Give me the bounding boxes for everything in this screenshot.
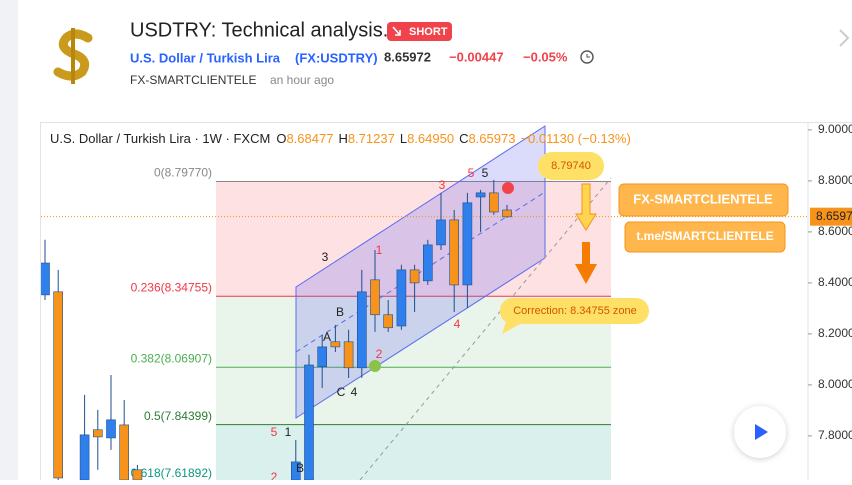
target-text: 8.79740 (551, 160, 591, 172)
candle-body (437, 220, 446, 245)
candle-body (463, 203, 472, 285)
wave-label: 5 (271, 425, 278, 439)
legend-name: U.S. Dollar / Turkish Lira · 1W · FXCM (50, 131, 270, 146)
candle-body (357, 292, 366, 368)
link-button-text: t.me/SMARTCLIENTELE (636, 229, 773, 243)
ohlc-key: H (338, 131, 347, 146)
fib-label: 0.236(8.34755) (131, 280, 212, 294)
candle-body (476, 193, 485, 197)
candle-body (384, 315, 393, 328)
ohlc-key: C (459, 131, 468, 146)
last-price-label: 8.6597 (816, 209, 852, 223)
play-button[interactable] (734, 406, 786, 458)
candle-body (489, 193, 498, 212)
ohlc-value: 8.68477 (286, 131, 333, 146)
candle-body (54, 292, 63, 478)
y-tick-label: 8.0000 (818, 377, 852, 391)
correction-text: Correction: 8.34755 zone (513, 305, 637, 317)
ohlc-key: L (400, 131, 407, 146)
symbol-code[interactable]: (FX:USDTRY) (295, 50, 378, 65)
wave-label: 4 (351, 385, 358, 399)
side-strip (0, 0, 18, 480)
y-tick-label: 8.2000 (818, 326, 852, 340)
candle-body (41, 263, 50, 295)
author[interactable]: FX-SMARTCLIENTELE (130, 73, 256, 87)
fib-label: 0.382(8.06907) (131, 351, 212, 365)
price: 8.65972 (384, 49, 431, 64)
link-button-text: FX-SMARTCLIENTELE (633, 191, 773, 206)
candle-body (423, 245, 432, 281)
pivot-dot (502, 182, 514, 194)
wave-label: 5 (482, 166, 489, 180)
wave-label: B (296, 461, 304, 475)
symbol-icon (40, 22, 110, 90)
candle-body (410, 270, 419, 283)
wave-label: 1 (285, 425, 292, 439)
candle-body (397, 270, 406, 326)
candle-body (120, 425, 129, 480)
candle-body (80, 435, 89, 480)
idea-title: USDTRY: Technical analysis. (130, 19, 388, 41)
candle-body (371, 280, 380, 315)
candle-body (450, 220, 459, 285)
fib-label: 0(8.79770) (154, 166, 212, 180)
change: −0.00447 (449, 49, 504, 64)
change-pct: −0.05% (523, 49, 568, 64)
candle-body (344, 342, 353, 368)
symbol-name[interactable]: U.S. Dollar / Turkish Lira (130, 50, 281, 65)
fib-label: 0.5(7.84399) (144, 409, 212, 423)
wave-label: A (323, 330, 331, 344)
time: an hour ago (270, 73, 334, 87)
wave-label: 4 (454, 317, 461, 331)
y-tick-label: 8.4000 (818, 275, 852, 289)
alert-icon[interactable] (581, 51, 593, 63)
badge-text: SHORT (409, 26, 448, 38)
ohlc-value: 8.65973 (468, 131, 515, 146)
y-tick-label: 7.8000 (818, 428, 852, 442)
candle-body (107, 420, 116, 438)
candle-body (305, 365, 314, 480)
next-chevron[interactable] (840, 30, 848, 46)
legend-change: −0.01130 (−0.13%) (520, 131, 630, 146)
candle-body (93, 430, 102, 437)
ohlc-key: O (276, 131, 286, 146)
pivot-dot (369, 360, 381, 372)
candle-body (133, 470, 142, 480)
wave-label: 1 (376, 243, 383, 257)
wave-label: C (337, 385, 346, 399)
y-tick-label: 8.6000 (818, 224, 852, 238)
ohlc-value: 8.71237 (348, 131, 395, 146)
candle-body (503, 210, 512, 217)
wave-label: 2 (376, 347, 383, 361)
fib-label: 0.618(7.61892) (131, 466, 212, 480)
wave-label: 3 (439, 178, 446, 192)
candle-body (331, 342, 340, 347)
wave-label: 2 (271, 470, 278, 480)
candle-body (318, 347, 327, 367)
wave-label: 5 (468, 166, 475, 180)
wave-label: 3 (322, 250, 329, 264)
wave-label: B (336, 305, 344, 319)
y-tick-label: 9.0000 (818, 122, 852, 136)
y-tick-label: 8.8000 (818, 173, 852, 187)
short-badge: SHORT (387, 22, 452, 41)
ohlc-value: 8.64950 (407, 131, 454, 146)
